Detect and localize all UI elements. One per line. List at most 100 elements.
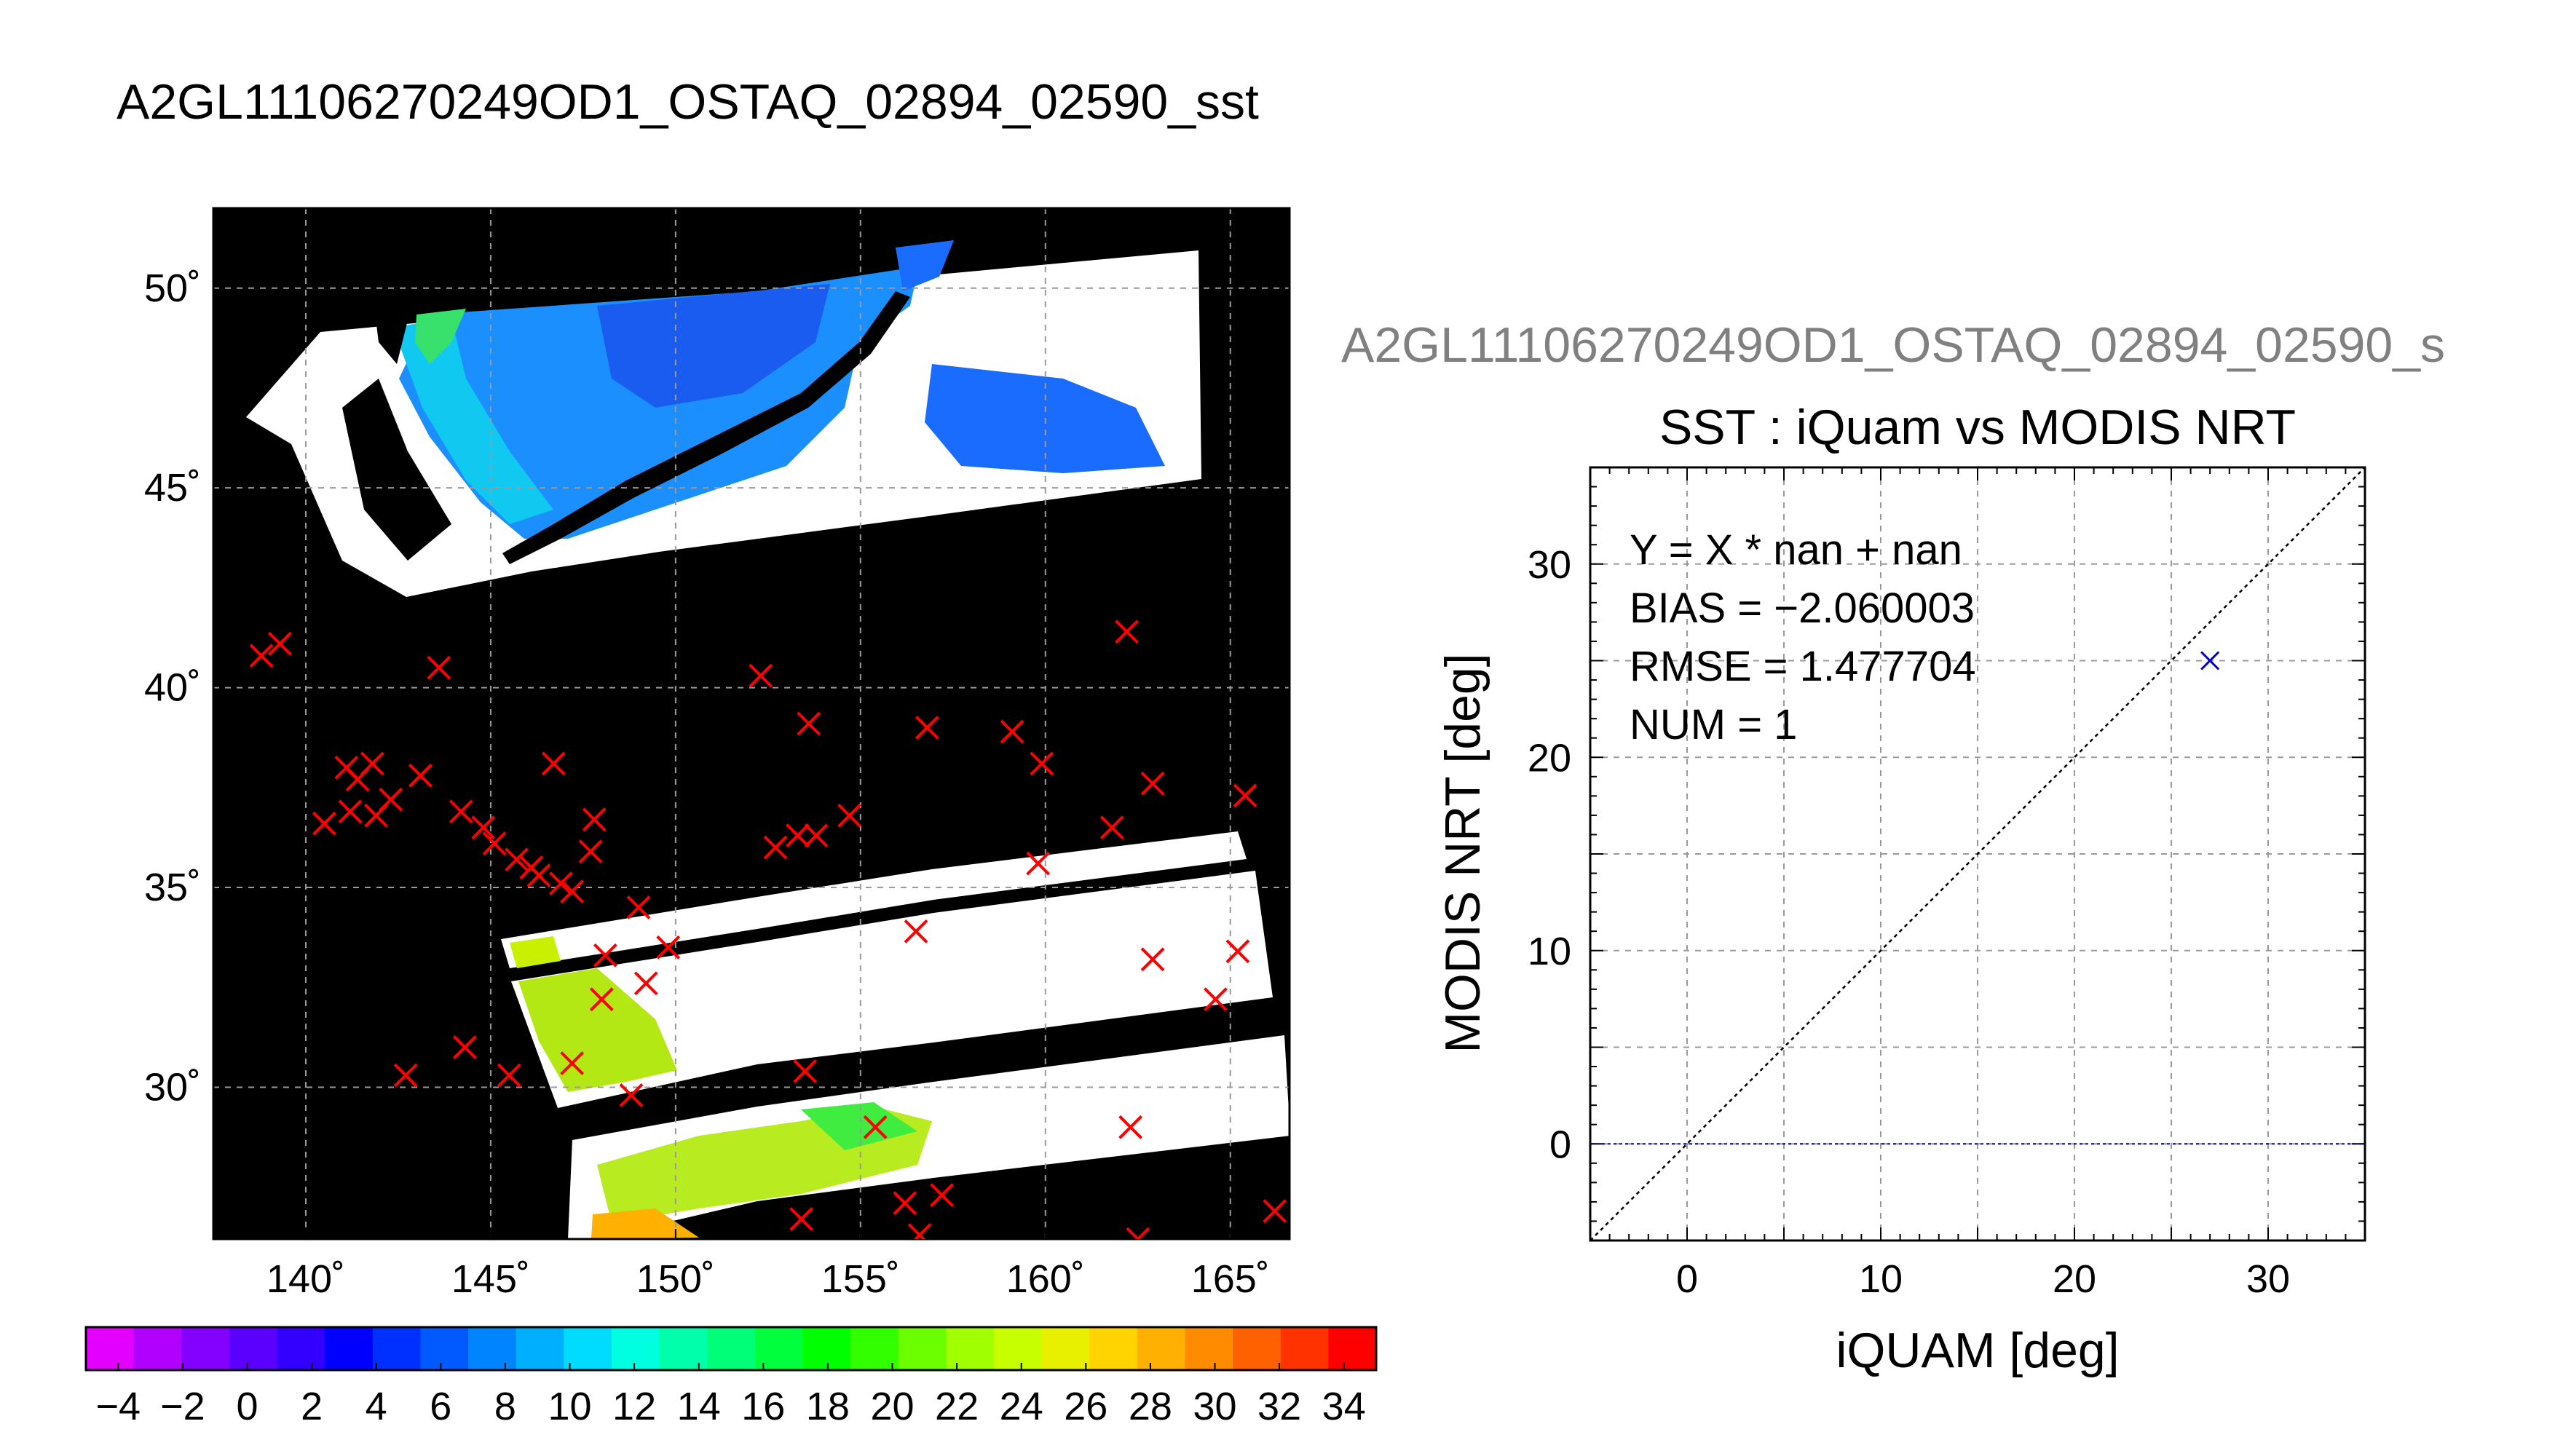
south-swath-2-sst <box>518 968 677 1092</box>
colorbar-tick-label: −4 <box>96 1385 141 1428</box>
north-swath-land <box>342 379 451 561</box>
match-marker <box>1000 719 1024 744</box>
scatter-title: SST : iQuam vs MODIS NRT <box>1659 400 2296 455</box>
colorbar-tick-label: 34 <box>1322 1385 1366 1428</box>
match-marker <box>1263 1199 1287 1223</box>
match-marker-stroke <box>345 767 370 792</box>
map-lat-tick-label: 30˚ <box>144 1065 201 1109</box>
match-marker <box>338 799 363 824</box>
map-tick-labels: 140˚ 145˚ 150˚ 155˚ 160˚ 165˚ 30˚ 35˚ 40˚ 45˚ 50˚ <box>144 266 1270 1301</box>
match-marker <box>449 799 473 824</box>
match-marker <box>408 763 433 788</box>
match-marker <box>379 787 403 812</box>
colorbar-segment <box>1185 1327 1233 1370</box>
match-marker-stroke <box>893 1191 917 1216</box>
colorbar-segment <box>277 1327 325 1370</box>
match-marker-stroke <box>1225 939 1250 964</box>
match-marker-stroke <box>338 799 363 824</box>
stats-line: Y = X * nan + nan <box>1630 526 1962 574</box>
match-marker <box>549 871 573 895</box>
main-title: A2GL11106270249OD1_OSTAQ_02894_02590_sst <box>117 74 1259 130</box>
scatter-y-tick-label: 0 <box>1549 1123 1571 1166</box>
match-marker <box>427 655 451 680</box>
match-marker-stroke <box>904 919 928 943</box>
match-marker <box>1099 815 1124 840</box>
colorbar-tick-label: 18 <box>806 1385 850 1428</box>
match-marker-stroke <box>578 839 603 864</box>
match-marker-stroke <box>1204 987 1228 1012</box>
north-swath-sst-cyan <box>393 317 553 524</box>
match-marker-stroke <box>549 871 573 895</box>
map-lon-tick-label: 155˚ <box>821 1257 900 1301</box>
match-marker-stroke <box>482 831 507 856</box>
scatter-y-tick-label: 10 <box>1528 930 1571 973</box>
north-swath-island-chain <box>502 291 910 564</box>
match-marker <box>763 835 788 860</box>
south-swath-2-sst-yellow <box>510 936 561 968</box>
match-marker-stroke <box>1115 620 1139 644</box>
colorbar-tick-label: 26 <box>1064 1385 1107 1428</box>
map-lat-tick-label: 50˚ <box>144 266 201 310</box>
sst-map: 140˚ 145˚ 150˚ 155˚ 160˚ 165˚ 30˚ 35˚ 40˚ 45˚ 50˚ <box>144 207 1291 1301</box>
south-swath-1 <box>501 831 1247 968</box>
match-marker-stroke <box>915 716 939 740</box>
match-marker-stroke <box>249 644 274 668</box>
map-lat-tick-label: 45˚ <box>144 466 201 510</box>
south-swath-3-sst-orange <box>591 1208 699 1239</box>
match-marker <box>633 971 658 996</box>
colorbar-tick-label: 0 <box>236 1385 258 1428</box>
match-marker <box>249 644 274 668</box>
match-marker-stroke <box>589 987 614 1012</box>
match-marker-stroke <box>393 1063 418 1088</box>
map-gridlines <box>213 208 1290 1239</box>
map-lon-tick-label: 145˚ <box>451 1257 530 1301</box>
match-marker-stroke <box>497 1063 521 1088</box>
colorbar-segment <box>802 1327 851 1370</box>
match-marker-stroke <box>560 1051 585 1075</box>
colorbar-frame <box>84 1326 1378 1372</box>
match-marker-stroke <box>786 823 810 848</box>
match-marker <box>1140 947 1165 972</box>
colorbar-tick-label: 12 <box>612 1385 656 1428</box>
match-marker <box>497 1063 521 1088</box>
match-marker-stroke <box>268 631 292 656</box>
colorbar-segment <box>1280 1327 1329 1370</box>
match-marker-stroke <box>619 1083 644 1107</box>
match-marker <box>786 823 810 848</box>
match-marker <box>334 755 359 780</box>
match-marker <box>619 1083 644 1107</box>
match-marker <box>541 751 566 776</box>
colorbar-segment <box>1089 1327 1138 1370</box>
colorbar-tick-label: 10 <box>548 1385 591 1428</box>
scatter-y-tick-label: 20 <box>1528 736 1571 780</box>
colorbar-segment <box>229 1327 278 1370</box>
colorbar-segment <box>946 1327 995 1370</box>
match-marker <box>907 1223 932 1239</box>
colorbar-segment <box>1041 1327 1090 1370</box>
colorbar-segment <box>850 1327 899 1370</box>
colorbar-tick-label: 8 <box>494 1385 516 1428</box>
colorbar-tick-label: 6 <box>430 1385 451 1428</box>
match-marker-stroke <box>1233 783 1257 808</box>
colorbar-tick-label: 14 <box>677 1385 721 1428</box>
match-marker <box>471 815 496 840</box>
match-marker <box>797 711 821 736</box>
match-marker-stroke <box>452 1035 477 1059</box>
identity-line <box>1590 467 2365 1241</box>
match-marker <box>312 811 336 836</box>
match-marker <box>1233 783 1257 808</box>
match-marker-stroke <box>505 847 529 872</box>
scatter-panel-filename: A2GL11106270249OD1_OSTAQ_02894_02590_s <box>1341 317 2445 373</box>
scatter-y-tick-label: 30 <box>1528 543 1571 587</box>
colorbar-segment <box>86 1327 135 1370</box>
scatter-x-tick-label: 0 <box>1676 1257 1698 1301</box>
map-lat-tick-label: 40˚ <box>144 666 201 710</box>
regression-stats: Y = X * nan + nan BIAS = −2.060003 RMSE = … <box>1630 526 1976 748</box>
match-markers <box>249 620 1287 1239</box>
scatter-y-axis-label: MODIS NRT [deg] <box>1435 653 1490 1053</box>
map-lon-tick-label: 160˚ <box>1006 1257 1085 1301</box>
match-marker-stroke <box>656 935 681 960</box>
colorbar-segment <box>564 1327 612 1370</box>
match-marker-stroke <box>1000 719 1024 744</box>
